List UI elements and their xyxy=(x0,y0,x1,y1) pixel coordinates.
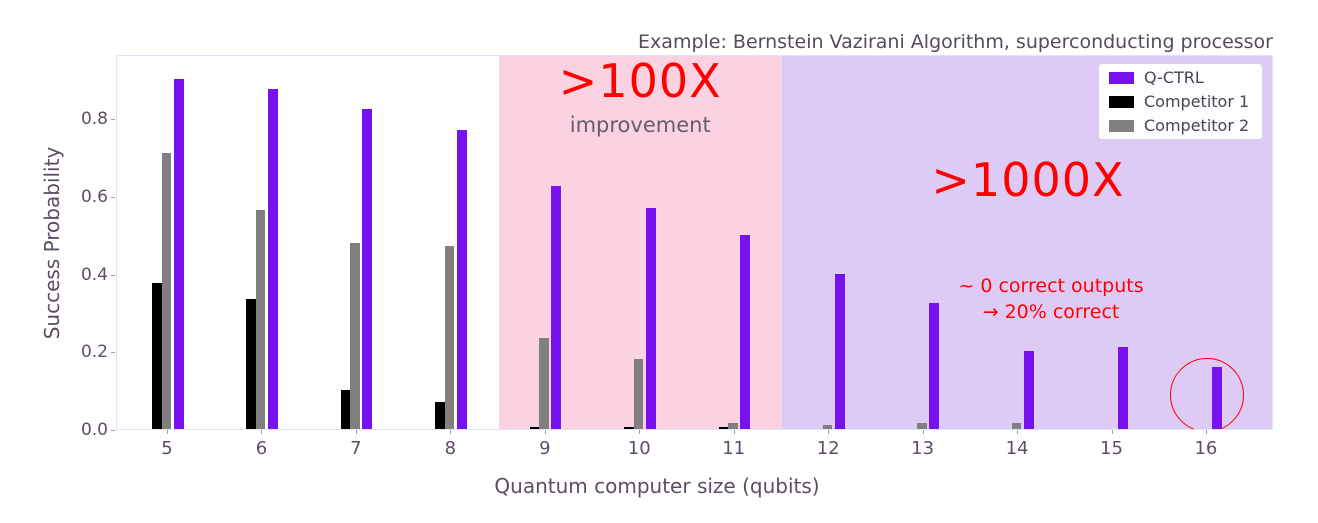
bar-competitor-1-10 xyxy=(624,427,634,429)
x-tick-label-14: 14 xyxy=(1005,438,1029,459)
y-tick-mark xyxy=(111,352,115,354)
bar-competitor-2-11 xyxy=(728,423,738,429)
legend: Q-CTRL Competitor 1 Competitor 2 xyxy=(1098,63,1263,140)
bar-competitor-2-10 xyxy=(633,359,644,429)
x-tick-mark xyxy=(167,430,168,434)
chart-title: Example: Bernstein Vazirani Algorithm, s… xyxy=(638,31,1273,53)
highlight-circle-icon xyxy=(1170,358,1244,429)
bar-q-ctrl-6 xyxy=(267,89,278,429)
x-tick-label-5: 5 xyxy=(161,438,173,459)
x-tick-label-12: 12 xyxy=(816,438,840,459)
region-sublabel: improvement xyxy=(569,113,711,137)
x-tick-mark xyxy=(544,430,546,434)
y-tick-label-0.2: 0.2 xyxy=(80,342,108,363)
legend-item-competitor-1: Competitor 1 xyxy=(1109,92,1252,111)
bar-competitor-2-9 xyxy=(539,337,549,429)
bar-q-ctrl-12 xyxy=(834,273,845,429)
bar-q-ctrl-8 xyxy=(456,129,467,429)
bar-competitor-1-7 xyxy=(340,390,351,429)
x-tick-label-13: 13 xyxy=(911,438,935,459)
legend-label: Q-CTRL xyxy=(1144,68,1204,87)
x-tick-label-8: 8 xyxy=(444,438,457,459)
x-axis-label: Quantum computer size (qubits) xyxy=(494,474,820,498)
y-tick-label-0.8: 0.8 xyxy=(80,109,108,130)
x-tick-label-7: 7 xyxy=(350,438,362,459)
bar-competitor-1-5 xyxy=(152,283,162,429)
x-tick-mark xyxy=(355,430,357,434)
bar-competitor-1-8 xyxy=(435,401,445,429)
bar-q-ctrl-7 xyxy=(362,108,373,429)
zero-to-twenty-percent-annotation: ~ 0 correct outputs → 20% correct xyxy=(931,273,1171,325)
legend-swatch-icon xyxy=(1109,119,1134,132)
bar-q-ctrl-11 xyxy=(740,234,751,429)
x-tick-mark xyxy=(733,430,735,434)
bar-competitor-1-11 xyxy=(718,427,729,429)
annotation-line-1: ~ 0 correct outputs xyxy=(958,275,1144,297)
x-tick-mark xyxy=(922,430,924,434)
x-tick-mark xyxy=(1017,430,1019,434)
x-tick-mark xyxy=(450,430,452,434)
x-tick-label-15: 15 xyxy=(1100,438,1123,459)
annotation-line-2: → 20% correct xyxy=(982,301,1120,323)
bar-q-ctrl-9 xyxy=(551,186,562,429)
y-tick-mark xyxy=(111,430,115,431)
x-tick-mark xyxy=(1111,430,1113,434)
y-tick-mark xyxy=(111,196,115,198)
bar-competitor-2-13 xyxy=(917,423,927,429)
legend-swatch-icon xyxy=(1109,95,1134,108)
legend-item-q-ctrl: Q-CTRL xyxy=(1109,68,1252,87)
y-tick-label-0.0: 0.0 xyxy=(80,420,108,440)
plot-area: >100X improvement >1000X ~ 0 correct outpu… xyxy=(116,55,1273,430)
legend-item-competitor-2: Competitor 2 xyxy=(1109,116,1252,135)
x-tick-label-11: 11 xyxy=(722,438,746,459)
x-tick-mark xyxy=(828,430,830,434)
legend-label: Competitor 2 xyxy=(1144,116,1250,135)
bar-competitor-2-8 xyxy=(444,246,455,429)
bar-q-ctrl-13 xyxy=(929,302,940,429)
region-label: >100X xyxy=(558,55,722,108)
bar-q-ctrl-14 xyxy=(1023,351,1034,429)
bar-q-ctrl-10 xyxy=(645,207,656,429)
y-tick-label-0.4: 0.4 xyxy=(80,264,108,285)
y-axis-label: Success Probability xyxy=(40,146,64,340)
bar-q-ctrl-15 xyxy=(1118,347,1128,429)
bar-competitor-2-6 xyxy=(255,209,266,429)
bar-competitor-2-12 xyxy=(822,425,833,429)
x-tick-label-10: 10 xyxy=(627,438,651,459)
x-tick-mark xyxy=(1205,430,1207,434)
legend-label: Competitor 1 xyxy=(1144,92,1250,111)
x-tick-label-9: 9 xyxy=(539,438,551,459)
y-tick-label-0.6: 0.6 xyxy=(80,186,108,207)
bar-competitor-2-14 xyxy=(1011,423,1022,429)
bar-competitor-1-6 xyxy=(246,298,256,429)
y-tick-mark xyxy=(111,274,115,276)
bar-competitor-1-9 xyxy=(529,427,540,429)
x-tick-label-6: 6 xyxy=(255,438,268,459)
legend-swatch-icon xyxy=(1109,71,1134,84)
x-tick-label-16: 16 xyxy=(1194,438,1218,459)
bar-q-ctrl-5 xyxy=(173,79,184,429)
x-tick-mark xyxy=(261,430,263,434)
bar-competitor-2-7 xyxy=(350,242,360,429)
bar-competitor-2-5 xyxy=(161,153,171,429)
region-label: >1000X xyxy=(931,153,1125,207)
x-tick-mark xyxy=(639,430,641,434)
y-tick-mark xyxy=(111,119,115,121)
